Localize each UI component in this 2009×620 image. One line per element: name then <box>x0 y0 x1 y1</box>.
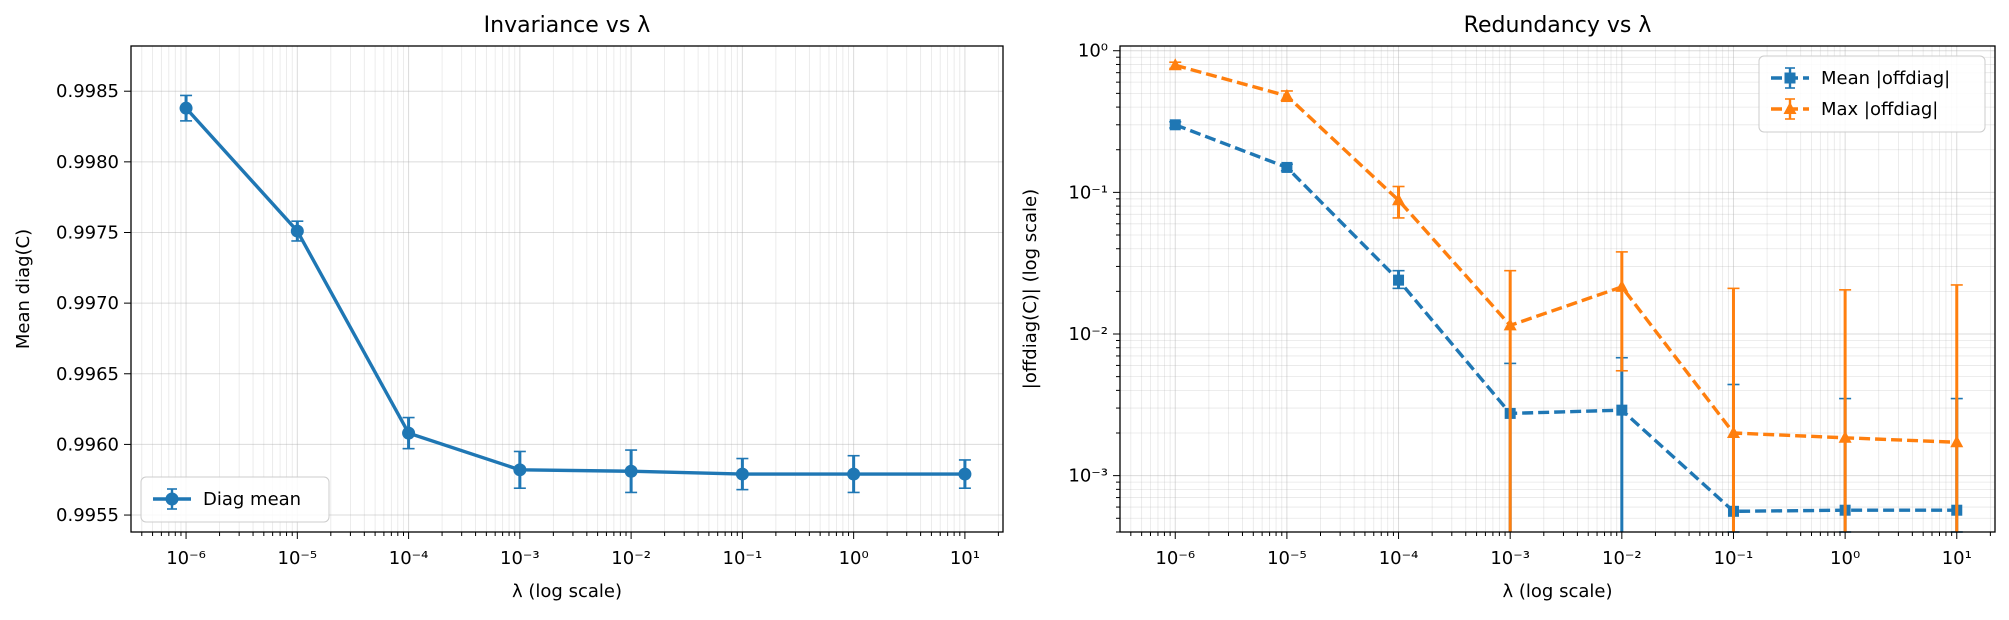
redundancy-series <box>1168 58 1964 533</box>
data-point <box>1280 88 1294 101</box>
data-point <box>735 467 749 481</box>
invariance-y-axis-label: Mean diag(C) <box>13 229 34 349</box>
legend-label: Mean |offdiag| <box>1821 68 1950 89</box>
y-tick-label: 10⁻³ <box>1068 466 1108 487</box>
series-line <box>184 107 965 476</box>
data-point <box>1168 58 1182 71</box>
data-point <box>958 467 972 481</box>
x-tick-label: 10⁰ <box>839 548 869 569</box>
invariance-legend: Diag mean <box>140 476 330 523</box>
data-point <box>624 464 638 478</box>
x-tick-label: 10⁻¹ <box>723 548 763 569</box>
x-tick-label: 10¹ <box>950 548 980 569</box>
x-tick-label: 10⁻⁵ <box>1267 548 1307 569</box>
y-tick-label: 0.9980 <box>56 152 119 173</box>
y-tick-label: 10⁰ <box>1078 41 1108 62</box>
data-point <box>1838 430 1852 443</box>
redundancy-panel: 10⁻⁶ 10⁻⁵ 10⁻⁴ 10⁻³ 10⁻² 10⁻¹ 10⁰ 10¹ 10⁻³ 10⁻² 10… <box>1020 13 1996 602</box>
series-line <box>1174 123 1957 514</box>
y-tick-label: 0.9965 <box>56 364 119 385</box>
redundancy-plot-frame <box>1119 45 1996 533</box>
legend-marker <box>1783 102 1797 114</box>
data-point <box>1169 119 1181 131</box>
y-tick-label: 0.9975 <box>56 222 119 243</box>
y-tick-label: 10⁻² <box>1068 324 1108 345</box>
x-tick-label: 10⁻⁵ <box>278 548 318 569</box>
x-tick-label: 10⁻⁴ <box>389 548 429 569</box>
y-tick-label: 0.9985 <box>56 81 119 102</box>
redundancy-y-axis-label: |offdiag(C)| (log scale) <box>1020 189 1041 389</box>
x-tick-label: 10⁻² <box>1602 548 1642 569</box>
data-point <box>179 101 193 115</box>
legend-marker <box>1784 72 1796 84</box>
series-1 <box>179 94 972 494</box>
data-point <box>402 426 416 440</box>
data-point <box>513 463 527 477</box>
x-tick-label: 10⁻⁶ <box>166 548 206 569</box>
y-tick-label: 10⁻¹ <box>1068 182 1108 203</box>
legend-box <box>140 476 330 523</box>
data-point <box>1726 426 1740 439</box>
redundancy-title: Redundancy vs λ <box>1464 13 1652 38</box>
x-tick-label: 10⁻³ <box>1490 548 1530 569</box>
invariance-ticks: 10⁻⁶ 10⁻⁵ 10⁻⁴ 10⁻³ 10⁻² 10⁻¹ 10⁰ 10¹ 0.9955 0.99… <box>56 81 999 569</box>
data-point <box>1392 193 1406 206</box>
data-point <box>1950 435 1964 448</box>
x-tick-label: 10⁻¹ <box>1714 548 1754 569</box>
data-point <box>290 224 304 238</box>
data-point <box>847 467 861 481</box>
data-point <box>1281 161 1293 173</box>
invariance-series <box>179 94 972 494</box>
x-tick-label: 10⁰ <box>1830 548 1860 569</box>
invariance-title: Invariance vs λ <box>484 13 651 38</box>
legend-marker <box>165 492 179 506</box>
invariance-panel: 10⁻⁶ 10⁻⁵ 10⁻⁴ 10⁻³ 10⁻² 10⁻¹ 10⁰ 10¹ 0.9955 0.99… <box>13 13 1004 602</box>
legend-box <box>1758 55 1986 133</box>
x-tick-label: 10¹ <box>1942 548 1972 569</box>
legend-label: Diag mean <box>203 489 301 510</box>
y-tick-label: 0.9955 <box>56 505 119 526</box>
data-point <box>1393 274 1405 286</box>
x-tick-label: 10⁻² <box>611 548 651 569</box>
x-tick-label: 10⁻⁴ <box>1379 548 1419 569</box>
series-2 <box>1168 58 1964 532</box>
redundancy-ticks: 10⁻⁶ 10⁻⁵ 10⁻⁴ 10⁻³ 10⁻² 10⁻¹ 10⁰ 10¹ 10⁻³ 10⁻² 10… <box>1068 41 1991 569</box>
invariance-grid <box>131 46 1003 532</box>
data-point <box>1616 404 1628 416</box>
redundancy-legend: Mean |offdiag| Max |offdiag| <box>1758 55 1986 133</box>
redundancy-x-axis-label: λ (log scale) <box>1503 581 1613 602</box>
data-point <box>1615 279 1629 292</box>
x-tick-label: 10⁻⁶ <box>1155 548 1195 569</box>
y-tick-label: 0.9960 <box>56 434 119 455</box>
invariance-plot-frame <box>130 45 1004 533</box>
legend-label: Max |offdiag| <box>1821 99 1938 120</box>
x-tick-label: 10⁻³ <box>500 548 540 569</box>
data-point <box>1503 318 1517 331</box>
invariance-x-axis-label: λ (log scale) <box>512 581 622 602</box>
y-tick-label: 0.9970 <box>56 293 119 314</box>
